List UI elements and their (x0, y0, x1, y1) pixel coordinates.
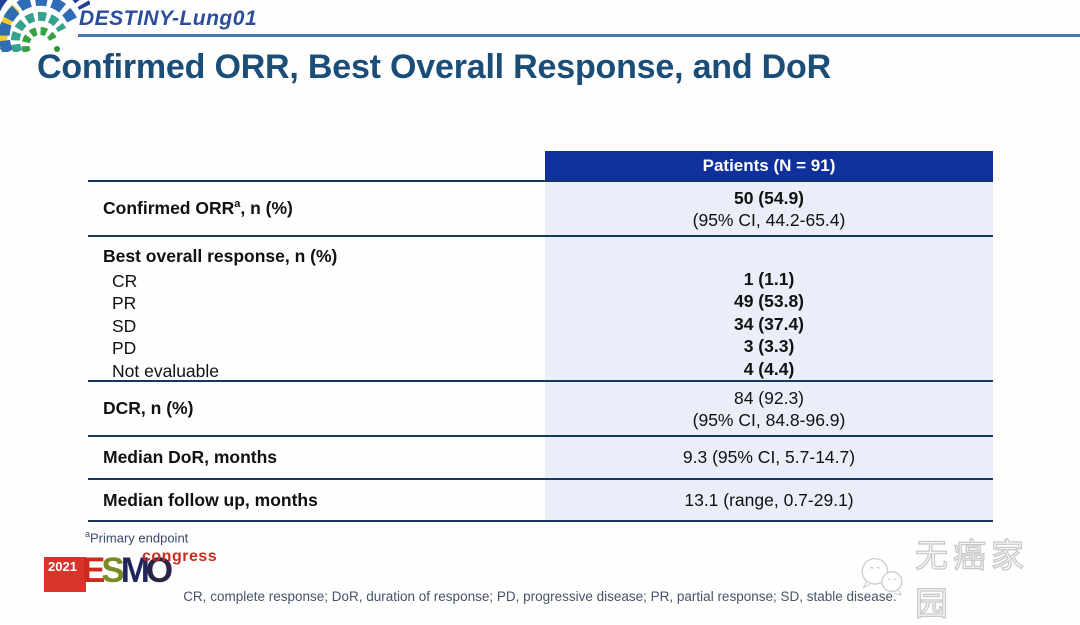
sub-label-pr: PR (112, 293, 137, 314)
row-value-dcr: 84 (92.3) (95% CI, 84.8-96.9) (545, 382, 993, 435)
row-label-dcr: DCR, n (%) (103, 398, 194, 418)
sub-label-cr: CR (112, 271, 138, 291)
row-label-median-dor: Median DoR, months (103, 447, 278, 467)
sub-value-pd: 3 (3.3) (743, 336, 795, 357)
table-row-dcr: DCR, n (%) 84 (92.3) (95% CI, 84.8-96.9) (88, 380, 993, 435)
esmo-year-badge: 2021 (44, 557, 86, 592)
row-value-confirmed-orr: 50 (54.9) (95% CI, 44.2-65.4) (545, 182, 993, 235)
watermark-text: 无癌家园 (914, 536, 1029, 622)
table-row-median-followup: Median follow up, months 13.1 (range, 0.… (88, 478, 993, 522)
row-value-best-overall-response: 1 (1.1) 49 (53.8) 34 (37.4) 3 (3.3) 4 (4… (545, 237, 993, 380)
esmo-wordmark: ESMO (82, 551, 173, 590)
table-header-spacer (88, 151, 545, 180)
page-title: Confirmed ORR, Best Overall Response, an… (37, 48, 831, 86)
table-header-row: Patients (N = 91) (88, 151, 993, 180)
patients-column-header: Patients (N = 91) (545, 151, 993, 180)
destiny-trial-logo-icon (0, 0, 90, 52)
sub-label-not-evaluable: Not evaluable (112, 360, 220, 381)
primary-endpoint-footnote: aPrimary endpoint (85, 529, 189, 546)
row-label-best-overall-response: Best overall response, n (%) CR PR SD PD… (88, 237, 545, 381)
table-row-confirmed-orr: Confirmed ORRa, n (%) 50 (54.9) (95% CI,… (88, 180, 993, 235)
sub-label-sd: SD (112, 315, 137, 336)
wechat-bubbles-icon (861, 557, 903, 596)
header-divider (78, 34, 1080, 37)
sub-value-sd: 34 (37.4) (733, 313, 805, 334)
esmo-congress-label: congress (142, 548, 218, 565)
abbreviations-footnote: CR, complete response; DoR, duration of … (183, 589, 897, 604)
sub-label-pd: PD (112, 338, 137, 359)
table-row-best-overall-response: Best overall response, n (%) CR PR SD PD… (88, 235, 993, 381)
row-value-median-followup: 13.1 (range, 0.7-29.1) (545, 480, 993, 520)
row-value-median-dor: 9.3 (95% CI, 5.7-14.7) (545, 437, 993, 478)
watermark: 无癌家园 (858, 536, 1058, 622)
sub-value-cr: 1 (1.1) (743, 268, 795, 289)
row-label-confirmed-orr: Confirmed ORRa, n (%) (103, 198, 293, 218)
table-row-median-dor: Median DoR, months 9.3 (95% CI, 5.7-14.7… (88, 435, 993, 478)
sub-value-pr: 49 (53.8) (733, 291, 805, 312)
trial-name: DESTINY-Lung01 (79, 7, 258, 30)
results-table: Patients (N = 91) Confirmed ORRa, n (%) … (88, 151, 993, 522)
esmo-congress-logo: 2021 ESMO congress (44, 548, 219, 597)
sub-value-not-evaluable: 4 (4.4) (743, 358, 795, 379)
row-label-median-followup: Median follow up, months (103, 489, 318, 510)
footnote-marker-a: a (234, 198, 241, 211)
